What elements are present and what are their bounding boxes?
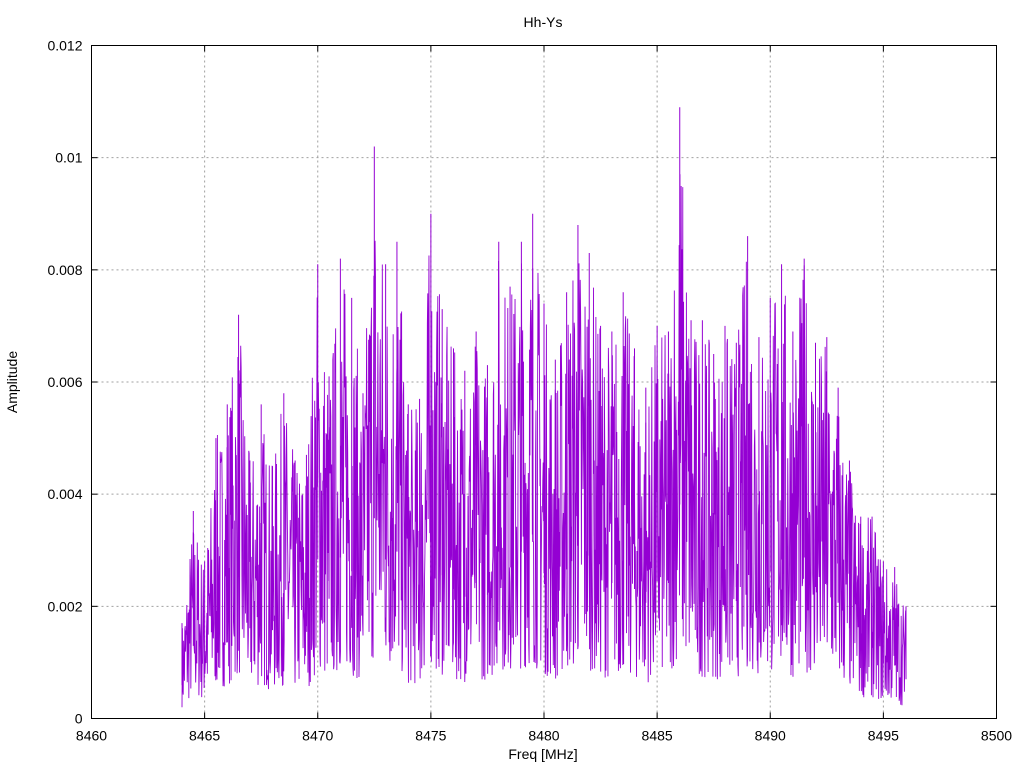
y-tick-label: 0.004 <box>47 486 82 502</box>
x-tick-label: 8475 <box>415 728 446 744</box>
x-tick-label: 8490 <box>755 728 786 744</box>
series-layer <box>181 107 907 708</box>
y-axis-label: Amplitude <box>4 351 20 413</box>
tick-layer: 8460 8465 8470 8475 8480 8485 8490 8495 8500 0 0.0… <box>47 38 1012 744</box>
x-tick-label: 8470 <box>302 728 333 744</box>
x-tick-label: 8485 <box>642 728 673 744</box>
y-tick-label: 0 <box>75 711 83 727</box>
y-tick-label: 0.008 <box>47 262 82 278</box>
x-tick-label: 8465 <box>189 728 220 744</box>
series-0 <box>181 107 907 708</box>
y-tick-label: 0.012 <box>47 38 82 54</box>
x-tick-label: 8495 <box>868 728 899 744</box>
y-tick-label: 0.002 <box>47 598 82 614</box>
x-axis-label: Freq [MHz] <box>508 746 577 762</box>
y-tick-label: 0.01 <box>55 150 82 166</box>
x-tick-label: 8500 <box>981 728 1012 744</box>
x-tick-label: 8460 <box>76 728 107 744</box>
x-tick-label: 8480 <box>528 728 559 744</box>
chart-title: Hh-Ys <box>524 14 563 30</box>
y-tick-label: 0.006 <box>47 374 82 390</box>
